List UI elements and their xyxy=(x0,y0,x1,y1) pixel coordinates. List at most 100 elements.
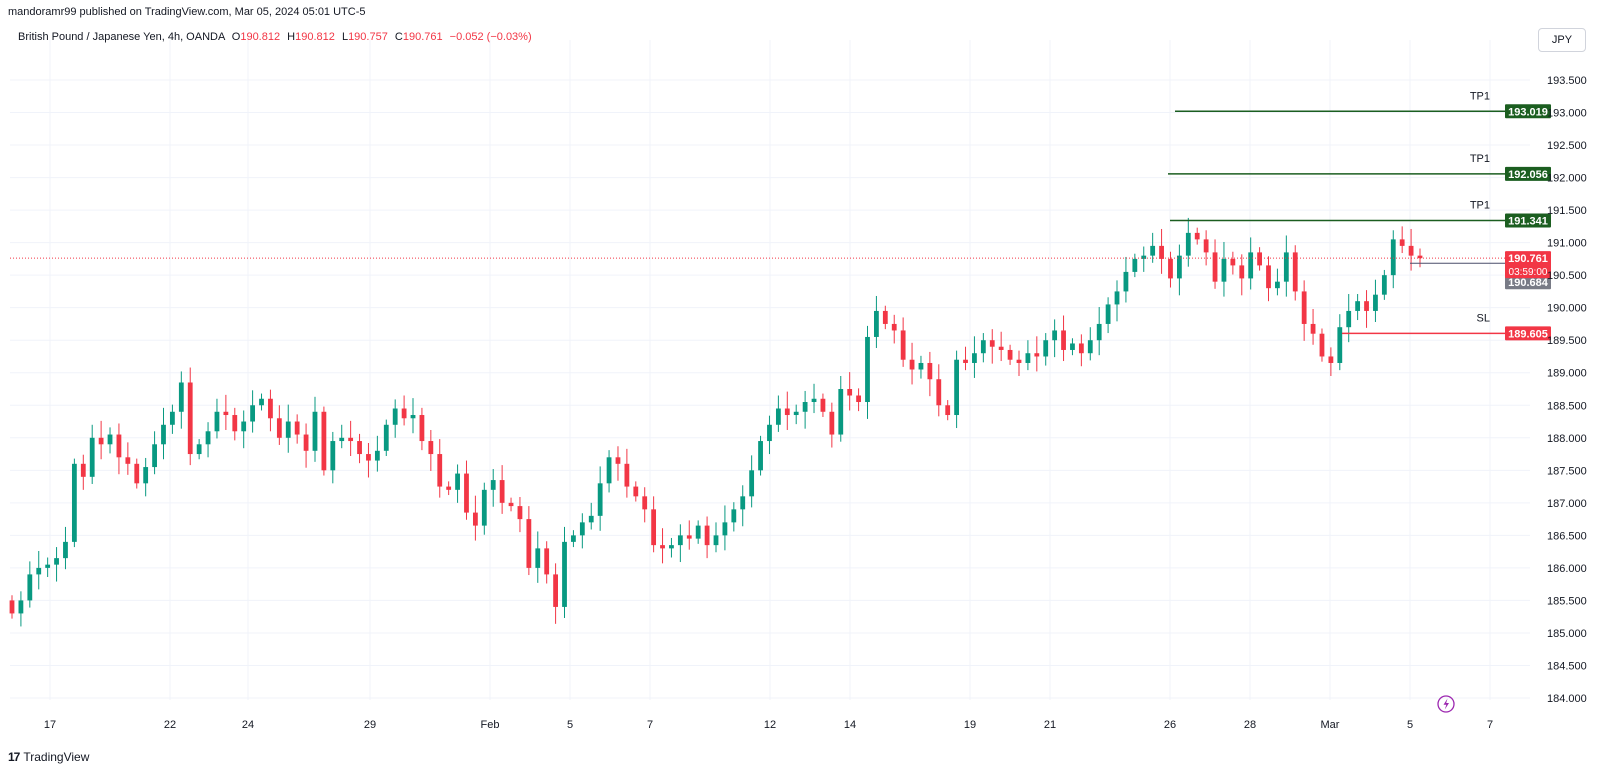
candle-body xyxy=(1052,330,1058,341)
candle-body xyxy=(909,359,915,370)
candle xyxy=(508,497,514,512)
candle xyxy=(1007,344,1013,365)
candle-body xyxy=(1364,301,1369,311)
candle-body xyxy=(1319,333,1325,357)
tradingview-logo[interactable]: 17 TradingView xyxy=(8,750,89,764)
y-tick-label: 186.000 xyxy=(1547,563,1587,575)
x-tick-label: 7 xyxy=(1487,719,1493,731)
sl-level-name: SL xyxy=(1477,312,1490,324)
candle xyxy=(1043,333,1049,366)
candle-body xyxy=(357,441,362,455)
candle xyxy=(660,528,665,564)
candle xyxy=(535,531,541,583)
candle-body xyxy=(1257,252,1262,266)
candle xyxy=(1016,350,1022,376)
candle xyxy=(882,305,888,330)
candle xyxy=(963,346,968,371)
tp-price-tag xyxy=(1505,166,1551,181)
candle xyxy=(606,450,612,493)
candle-body xyxy=(107,434,113,445)
candle-body xyxy=(18,600,24,614)
sl-price-tag-text: 189.605 xyxy=(1508,328,1548,340)
candle-body xyxy=(1123,271,1129,292)
candle xyxy=(686,520,692,550)
candle-body xyxy=(998,346,1004,350)
candle-body xyxy=(285,421,291,438)
candle xyxy=(196,439,202,460)
candle xyxy=(811,383,817,414)
candle xyxy=(98,420,104,460)
candle-body xyxy=(178,382,184,412)
candle xyxy=(392,399,398,438)
x-tick-label: 24 xyxy=(242,719,254,731)
candle-body xyxy=(1105,304,1111,324)
candle-body xyxy=(927,362,933,380)
candle xyxy=(63,526,68,570)
high-label: H xyxy=(287,31,296,43)
publish-header: mandoramr99 published on TradingView.com… xyxy=(0,0,1600,24)
candle xyxy=(401,395,407,426)
candle xyxy=(1381,269,1387,300)
candle xyxy=(18,591,24,627)
candle-body xyxy=(1194,232,1200,240)
candle-body xyxy=(642,496,648,510)
candle-body xyxy=(829,411,835,435)
y-tick-label: 185.500 xyxy=(1547,595,1587,607)
candle-body xyxy=(1221,258,1227,282)
candle-body xyxy=(1275,281,1280,289)
candle-body xyxy=(1417,255,1423,259)
candle-body xyxy=(437,454,443,487)
candle xyxy=(1346,294,1352,343)
candle xyxy=(980,333,986,363)
x-tick-label: 5 xyxy=(567,719,573,731)
candle-body xyxy=(882,310,888,324)
candle xyxy=(856,388,861,412)
logo-text: TradingView xyxy=(23,750,90,764)
candle-body xyxy=(214,411,220,432)
candle-body xyxy=(562,541,567,607)
publisher-text: mandoramr99 published on TradingView.com… xyxy=(8,6,366,18)
candle xyxy=(847,372,853,411)
alert-icon[interactable] xyxy=(1437,695,1455,713)
candle xyxy=(125,442,131,475)
candle xyxy=(152,431,157,475)
candle-body xyxy=(811,398,817,403)
candle-body xyxy=(481,489,487,526)
candle-body xyxy=(775,408,781,425)
candle-body xyxy=(1034,353,1040,357)
candle xyxy=(187,367,193,466)
y-tick-label: 189.000 xyxy=(1547,368,1587,380)
candle-body xyxy=(1176,255,1182,279)
candle xyxy=(143,457,149,497)
candle xyxy=(89,424,95,484)
candle xyxy=(642,487,648,523)
candle xyxy=(259,393,264,411)
candle-body xyxy=(499,480,505,503)
candle xyxy=(1114,280,1120,322)
candle xyxy=(1328,347,1334,376)
candle-body xyxy=(588,515,594,523)
candle xyxy=(1292,245,1298,301)
candle xyxy=(767,415,772,455)
candle xyxy=(170,404,175,434)
candle xyxy=(731,502,737,532)
candle-body xyxy=(989,340,995,347)
tp-price-tag-text: 193.019 xyxy=(1508,106,1548,118)
candle-body xyxy=(268,398,273,419)
candle xyxy=(900,317,906,367)
candle xyxy=(276,405,282,445)
candle xyxy=(1390,230,1396,289)
candle xyxy=(178,371,184,429)
symbol-name[interactable]: British Pound / Japanese Yen, 4h, OANDA xyxy=(18,31,225,43)
candle xyxy=(1159,228,1164,274)
candle-body xyxy=(980,340,986,354)
candle-body xyxy=(1016,359,1022,363)
candle xyxy=(1025,340,1031,371)
candle-body xyxy=(1373,294,1378,311)
currency-button[interactable]: JPY xyxy=(1538,28,1586,52)
candle-body xyxy=(428,441,434,455)
candle-body xyxy=(455,473,460,490)
candle-body xyxy=(793,411,799,416)
candle xyxy=(268,389,273,432)
